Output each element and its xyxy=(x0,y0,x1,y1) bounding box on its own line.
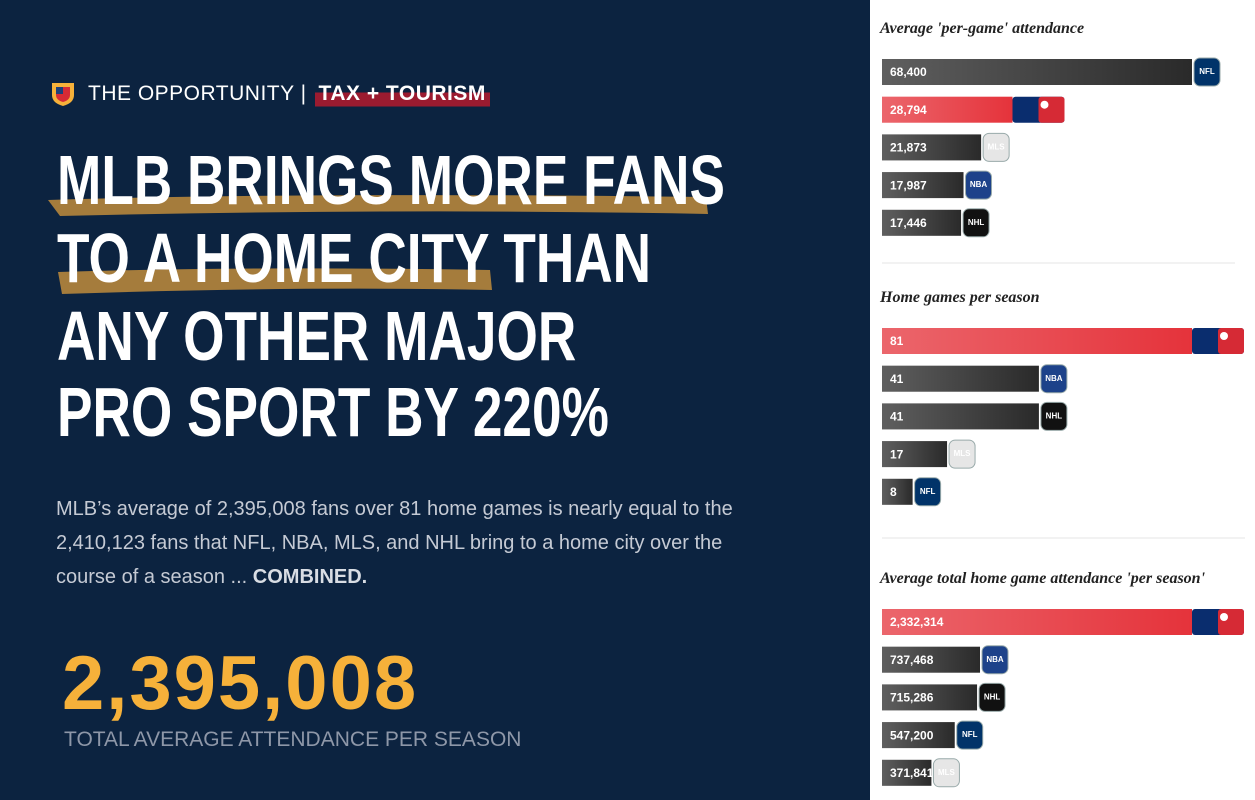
stat-value: 2,395,008 xyxy=(62,641,419,726)
body-copy: MLB’s average of 2,395,008 fans over 81 … xyxy=(56,498,733,588)
league-logo-part xyxy=(1040,100,1049,109)
league-logo-text: MLS xyxy=(988,143,1006,152)
value-label: 68,400 xyxy=(890,65,927,79)
value-label: 41 xyxy=(890,372,904,386)
league-logo xyxy=(1193,57,1221,87)
league-logo xyxy=(948,439,976,469)
value-label: 8 xyxy=(890,485,897,499)
value-label: 17,446 xyxy=(890,216,927,230)
league-logo xyxy=(956,720,984,750)
league-logo xyxy=(1040,401,1068,431)
brand-icon xyxy=(52,83,74,106)
league-logo-part xyxy=(1218,328,1244,354)
bar-shine xyxy=(882,403,1039,430)
brush-stroke xyxy=(48,195,708,216)
headline-line: ANY OTHER MAJOR xyxy=(57,297,577,375)
league-logo xyxy=(932,758,960,788)
league-logo-text: MLS xyxy=(938,768,956,777)
league-logo-text: NFL xyxy=(920,487,936,496)
kicker: THE OPPORTUNITY | TAX + TOURISM xyxy=(50,80,490,108)
league-logo-text: NHL xyxy=(968,218,985,227)
value-label: 371,841 xyxy=(890,766,934,780)
league-logo-part xyxy=(1220,613,1228,621)
league-logo xyxy=(982,132,1010,162)
value-label: 547,200 xyxy=(890,728,934,742)
league-logo-part xyxy=(1218,609,1244,635)
league-logo-part xyxy=(1220,332,1228,340)
headline-line: MLB BRINGS MORE FANS xyxy=(57,141,725,219)
bar-shine xyxy=(882,609,1192,635)
charts-panel: Average 'per-game' attendance 68,400 NFL 28… xyxy=(879,20,1245,788)
headline-line: TO A HOME CITY THAN xyxy=(57,219,652,297)
bar-shine xyxy=(882,59,1192,85)
league-logo-text: NBA xyxy=(986,655,1004,664)
body-text: MLB’s average of 2,395,008 fans over 81 … xyxy=(56,492,746,594)
value-label: 81 xyxy=(890,334,904,348)
bar-shine xyxy=(882,478,913,505)
value-label: 41 xyxy=(890,410,904,424)
league-logo-text: NFL xyxy=(1199,67,1215,76)
value-label: 17,987 xyxy=(890,178,927,192)
bar-shine xyxy=(882,172,964,199)
headline-line: PRO SPORT BY 220% xyxy=(57,373,609,451)
value-label: 21,873 xyxy=(890,141,927,155)
league-logo xyxy=(962,208,990,238)
league-logo-text: NHL xyxy=(1046,412,1063,421)
bar-shine xyxy=(882,365,1039,392)
left-panel: THE OPPORTUNITY | TAX + TOURISM MLB BRIN… xyxy=(0,0,870,800)
league-logo xyxy=(914,477,942,507)
league-logo-text: MLS xyxy=(954,449,972,458)
bar-shine xyxy=(882,722,955,749)
league-logo-text: NBA xyxy=(970,180,988,189)
kicker-text: THE OPPORTUNITY | xyxy=(88,82,307,105)
kicker-highlight: TAX + TOURISM xyxy=(314,80,490,108)
bar-shine xyxy=(882,646,981,673)
league-logo-text: NHL xyxy=(984,693,1001,702)
value-label: 28,794 xyxy=(890,103,927,117)
bar-shine xyxy=(882,134,982,161)
bar-shine xyxy=(882,209,962,236)
decor xyxy=(48,195,708,294)
value-label: 737,468 xyxy=(890,653,934,667)
league-logo xyxy=(965,170,993,200)
brush-stroke xyxy=(58,268,492,294)
bar-shine xyxy=(882,759,932,786)
value-label: 715,286 xyxy=(890,691,934,705)
league-logo xyxy=(978,682,1006,712)
bar-shine xyxy=(882,96,1013,123)
value-label: 17 xyxy=(890,447,904,461)
chart-title: Average total home game attendance 'per … xyxy=(879,570,1206,587)
league-logo xyxy=(1040,364,1068,394)
bar-shine xyxy=(882,684,978,711)
chart-title: Average 'per-game' attendance xyxy=(879,20,1084,37)
league-logo-text: NBA xyxy=(1045,374,1063,383)
value-label: 2,332,314 xyxy=(890,615,944,629)
league-logo xyxy=(981,645,1009,675)
league-logo-part xyxy=(1038,96,1065,123)
league-logo-text: NFL xyxy=(962,730,978,739)
stat-caption: TOTAL AVERAGE ATTENDANCE PER SEASON xyxy=(64,728,522,751)
chart-title: Home games per season xyxy=(879,289,1040,306)
body-emphasis: COMBINED. xyxy=(252,566,368,588)
bar-shine xyxy=(882,441,948,468)
bar-shine xyxy=(882,328,1192,354)
